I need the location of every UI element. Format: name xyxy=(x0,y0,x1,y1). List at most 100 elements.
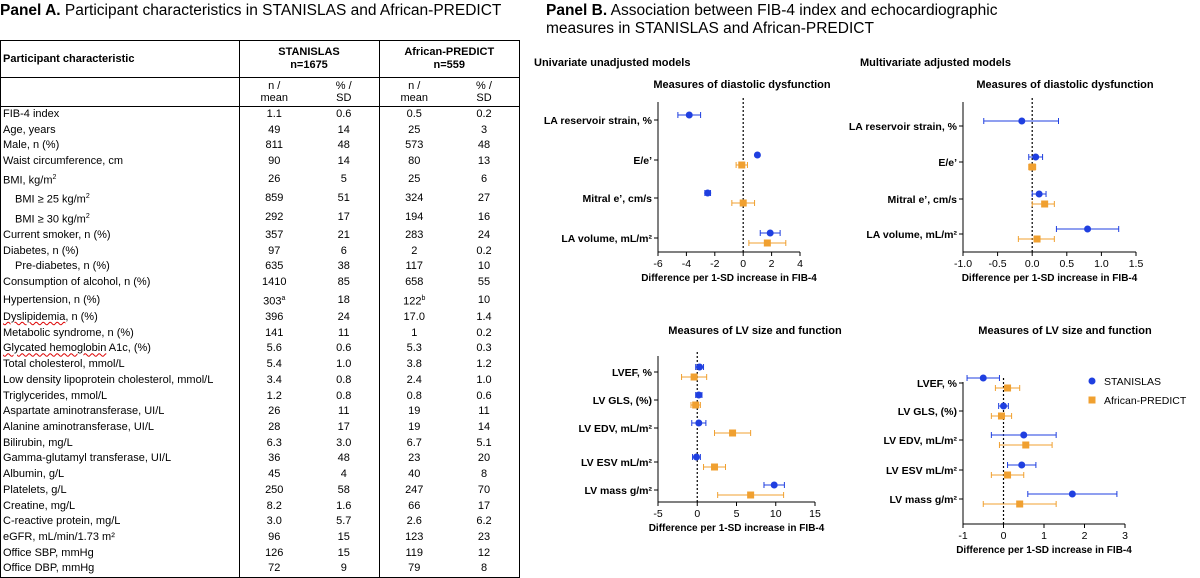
table-cell: 3.8 xyxy=(378,357,449,373)
forest-plot-4: Measures of LV size and function -1 0 1 2 3 Di… xyxy=(883,325,1151,556)
cell-value: 36 xyxy=(268,452,281,465)
table-row: C-reactive protein, mg/L 3.0 5.7 2.6 6.2 xyxy=(1,514,519,530)
table-cell: 14 xyxy=(309,123,379,139)
stanislas-point xyxy=(1032,153,1040,161)
cell-value: 5.3 xyxy=(406,342,422,355)
table-row: Pre-diabetes, n (%) 635 38 117 10 xyxy=(1,259,519,275)
table-row: Aspartate aminotransferase, UI/L 26 11 19 11 xyxy=(1,404,519,420)
stanislas-point xyxy=(695,391,703,399)
cell-value: 5.4 xyxy=(266,358,282,371)
cell-value: 25 xyxy=(408,123,421,136)
african-predict-point xyxy=(1033,235,1041,243)
table-cell: 23 xyxy=(449,530,519,546)
cell-value: 40 xyxy=(408,468,421,481)
cell-value: 0.6 xyxy=(336,342,352,355)
cell-value: 21 xyxy=(337,228,350,241)
cell-value: 1.2 xyxy=(266,389,282,402)
table-cell: 58 xyxy=(309,483,379,499)
multivariate-label: Multivariate adjusted models xyxy=(860,57,1011,69)
cell-value: 658 xyxy=(405,276,424,288)
african-predict-point xyxy=(1022,441,1030,449)
row-label-text: Office SBP, mmHg xyxy=(3,546,94,559)
x-tick-label: 4 xyxy=(797,258,803,270)
table-cell: 25 xyxy=(378,169,449,190)
cell-value: 2.4 xyxy=(406,373,422,386)
category-label: LV EDV, mL/m² xyxy=(883,435,957,447)
cell-value: 17.0 xyxy=(403,311,425,324)
row-label-text: Aspartate aminotransferase, UI/L xyxy=(3,405,165,418)
table-cell: 24 xyxy=(309,310,379,326)
table-cell: 18 xyxy=(309,291,379,310)
table-cell: 0.6 xyxy=(309,107,379,123)
chart-title: Measures of LV size and function xyxy=(668,325,842,337)
african-predict-point xyxy=(763,239,771,247)
stanislas-point xyxy=(979,374,987,382)
cell-value: 1.6 xyxy=(336,499,352,512)
cell-value: 85 xyxy=(337,276,350,288)
cell-value: 14 xyxy=(477,420,491,433)
table-row: Age, years 49 14 25 3 xyxy=(1,122,519,139)
table-row: Low density lipoprotein cholesterol, mmo… xyxy=(1,372,519,389)
row-label: Gamma-glutamyl transferase, UI/L xyxy=(1,451,239,467)
cell-value: 4 xyxy=(340,468,347,481)
row-label: Creatine, mg/L xyxy=(1,499,239,515)
table-cell: 0.2 xyxy=(449,244,519,260)
cell-value: 48 xyxy=(337,452,350,465)
cell-value: 19 xyxy=(408,420,421,433)
table-row: eGFR, mL/min/1.73 m² 96 15 123 23 xyxy=(1,529,519,546)
cell-value: 27 xyxy=(477,192,491,204)
african-predict-point xyxy=(711,463,719,471)
cell-value: 8 xyxy=(480,562,488,575)
table-cell: 859 xyxy=(238,189,309,209)
cell-value: 0.8 xyxy=(336,389,352,402)
cohort-n: n=559 xyxy=(433,59,466,71)
cell-value: 357 xyxy=(265,228,284,241)
category-label: Mitral e’, cm/s xyxy=(888,194,958,206)
cell-value: 119 xyxy=(405,546,424,559)
stanislas-point xyxy=(1068,490,1076,498)
table-row: Platelets, g/L 250 58 247 70 xyxy=(1,482,519,499)
table-cell: 80 xyxy=(378,154,449,170)
cell-value: 45 xyxy=(268,468,281,481)
cell-value: 5.7 xyxy=(336,515,352,528)
cell-value: 17 xyxy=(337,420,350,433)
stanislas-point xyxy=(753,151,761,159)
x-tick-label: -1 xyxy=(958,530,967,542)
african-predict-point xyxy=(1028,163,1036,171)
table-cell: 48 xyxy=(309,138,379,154)
x-tick-label: 1.5 xyxy=(1129,258,1144,270)
stanislas-point xyxy=(1018,117,1026,125)
african-predict-point xyxy=(997,412,1005,420)
cell-value: 573 xyxy=(405,139,424,152)
row-label-text: BMI ≥ 25 kg/m xyxy=(15,193,86,206)
table-cell: 0.5 xyxy=(378,106,449,123)
stanislas-point xyxy=(692,453,700,461)
row-label: C-reactive protein, mg/L xyxy=(1,514,239,530)
table-row: Diabetes, n (%) 97 6 2 0.2 xyxy=(1,243,519,260)
table-cell: 141 xyxy=(238,325,309,342)
table-cell: 27 xyxy=(449,189,519,208)
table-cell: 26 xyxy=(238,404,309,420)
table-cell: 0.6 xyxy=(309,341,379,357)
row-label: Alanine aminotransferase, UI/L xyxy=(1,420,239,436)
cell-value: 6.7 xyxy=(406,436,422,449)
row-label: Current smoker, n (%) xyxy=(1,228,239,244)
category-label: LV GLS, (%) xyxy=(593,395,652,407)
legend-stanislas-marker xyxy=(1088,377,1096,385)
cell-value: 13 xyxy=(477,155,491,168)
african-predict-point xyxy=(1004,471,1012,479)
row-label: Total cholesterol, mmol/L xyxy=(1,357,239,373)
row-label: FIB-4 index xyxy=(1,107,239,123)
cell-value: 26 xyxy=(268,172,281,185)
table-cell: 15 xyxy=(309,546,379,562)
cell-value: 0.8 xyxy=(336,373,352,386)
category-label: LV mass g/m² xyxy=(585,485,653,497)
table-cell: 0.3 xyxy=(449,341,519,357)
row-label: Diabetes, n (%) xyxy=(1,244,239,260)
table-cell: 3.0 xyxy=(309,436,379,452)
cell-value: 6.3 xyxy=(266,436,282,449)
chart-title: Measures of LV size and function xyxy=(978,325,1152,337)
row-label-text: Albumin, g/L xyxy=(3,468,65,481)
cell-value: 3.8 xyxy=(406,358,422,371)
cell-value: 25 xyxy=(408,172,421,185)
